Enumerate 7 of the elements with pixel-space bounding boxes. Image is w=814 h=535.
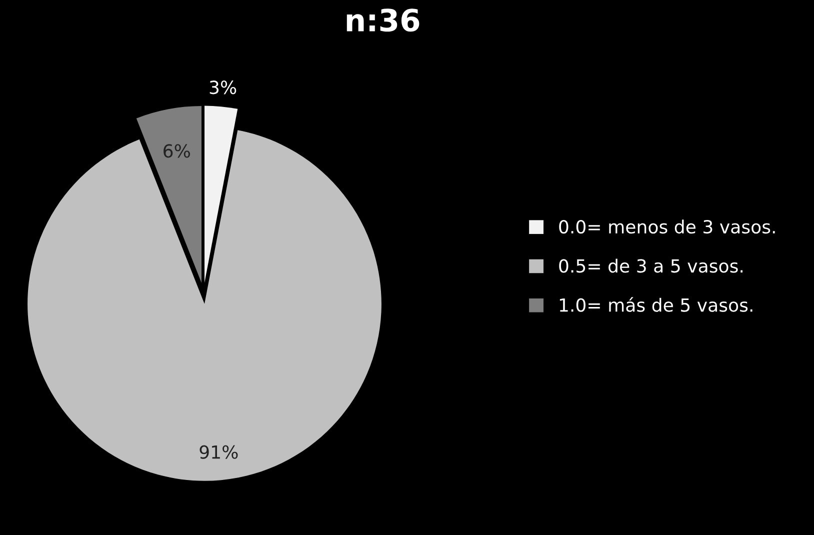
legend-label: 0.0= menos de 3 vasos. xyxy=(559,220,775,234)
legend-label: 0.5= de 3 a 5 vasos. xyxy=(559,258,743,273)
chart-title: n:36 xyxy=(346,8,420,32)
data-label: 6% xyxy=(164,144,190,158)
legend-label: 1.0= más de 5 vasos. xyxy=(560,297,752,312)
data-label: 3% xyxy=(210,80,236,94)
data-label: 91% xyxy=(200,445,238,459)
